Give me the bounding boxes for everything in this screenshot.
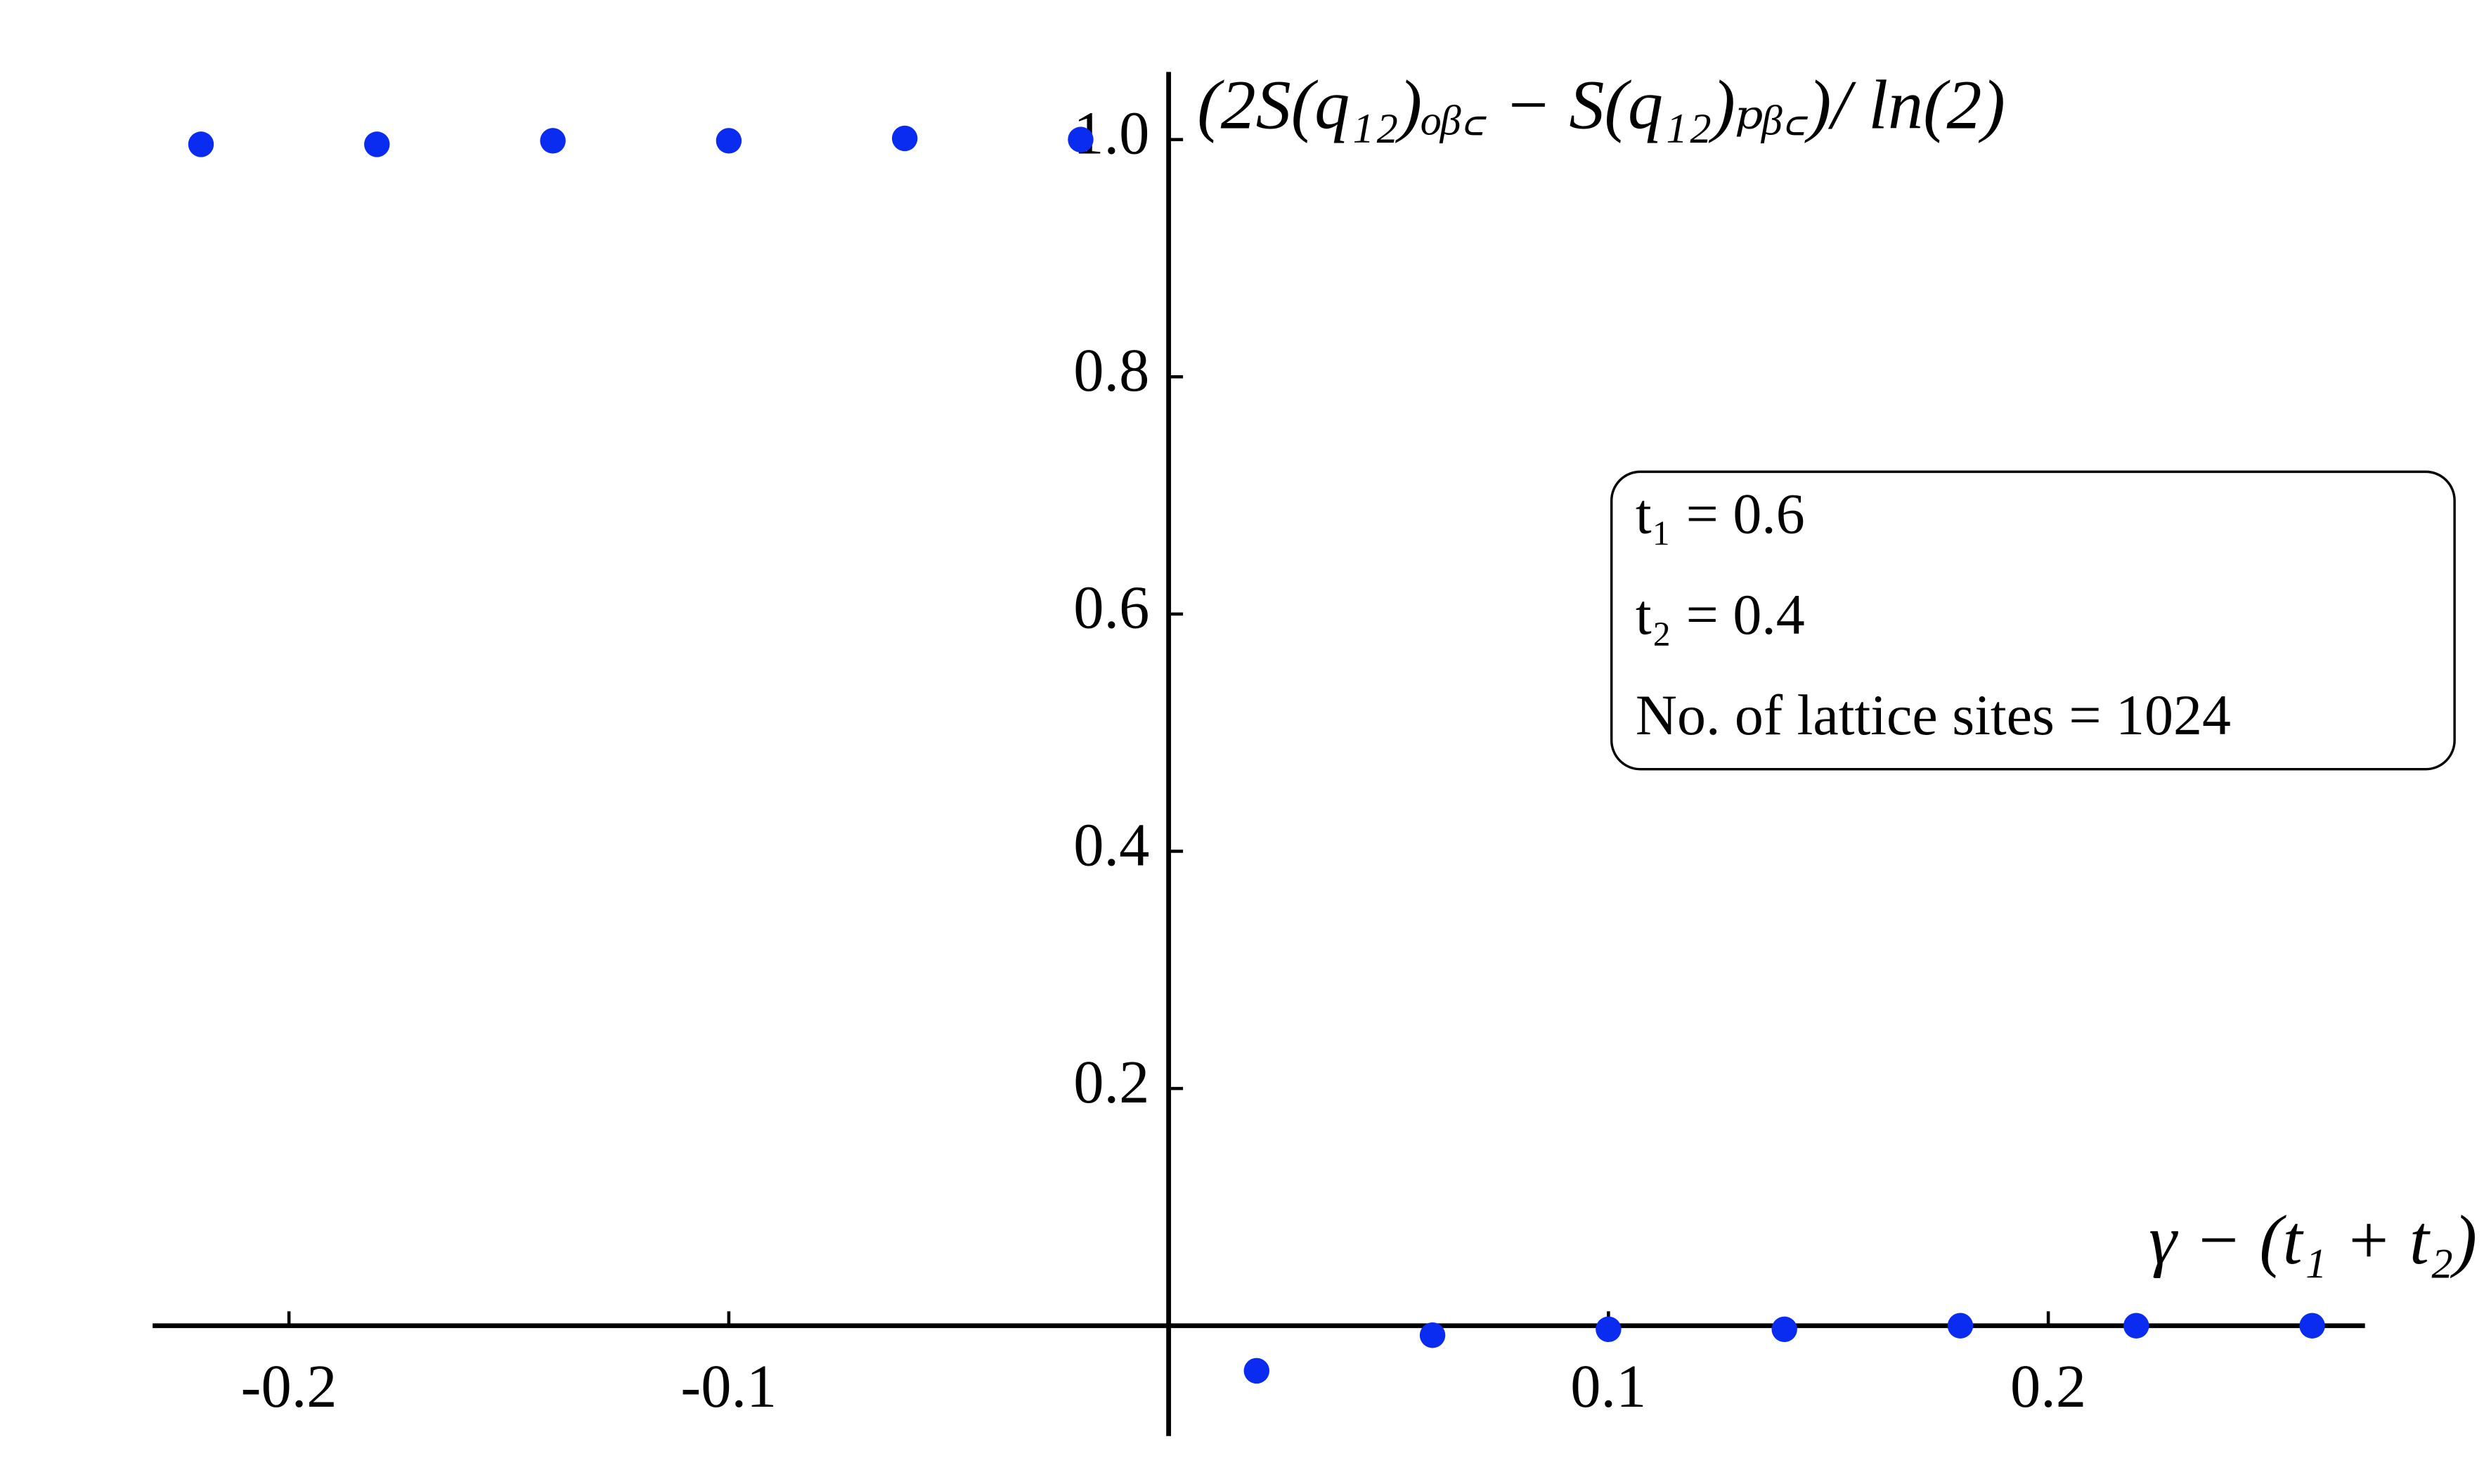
annotation: t₂ = 0.4: [1636, 582, 1805, 646]
point: [891, 125, 918, 152]
point: [364, 131, 390, 157]
point: [1068, 126, 1094, 152]
point: [540, 128, 566, 154]
x-tick-label: -0.1: [680, 1353, 777, 1420]
legend-box: [1610, 470, 2456, 771]
y-tick-label: 0.6: [1073, 574, 1149, 642]
x-tick-label: 0.1: [1570, 1353, 1646, 1420]
y-tick-label: 0.2: [1073, 1048, 1149, 1116]
point: [188, 131, 214, 157]
y-tick-label: 0.4: [1073, 811, 1149, 878]
point: [2123, 1313, 2149, 1339]
point: [1596, 1316, 1622, 1343]
point: [1419, 1322, 1446, 1348]
point: [716, 128, 742, 154]
point: [1947, 1313, 1974, 1339]
x-tick-label: 0.2: [2010, 1353, 2086, 1420]
x-axis-label: γ − (t₁ + t₂): [2149, 1201, 2477, 1279]
annotation: No. of lattice sites = 1024: [1636, 683, 2231, 747]
point: [1771, 1316, 1797, 1343]
x-tick-label: -0.2: [241, 1353, 337, 1420]
point: [1243, 1358, 1269, 1384]
point: [2299, 1313, 2325, 1339]
y-axis-label: (2S(q₁₂)ₒᵦ꜀ − S(q₁₂)ₚᵦ꜀)/ ln(2): [1197, 65, 2005, 143]
annotation: t₁ = 0.6: [1636, 481, 1805, 545]
y-tick-label: 0.8: [1073, 337, 1149, 404]
